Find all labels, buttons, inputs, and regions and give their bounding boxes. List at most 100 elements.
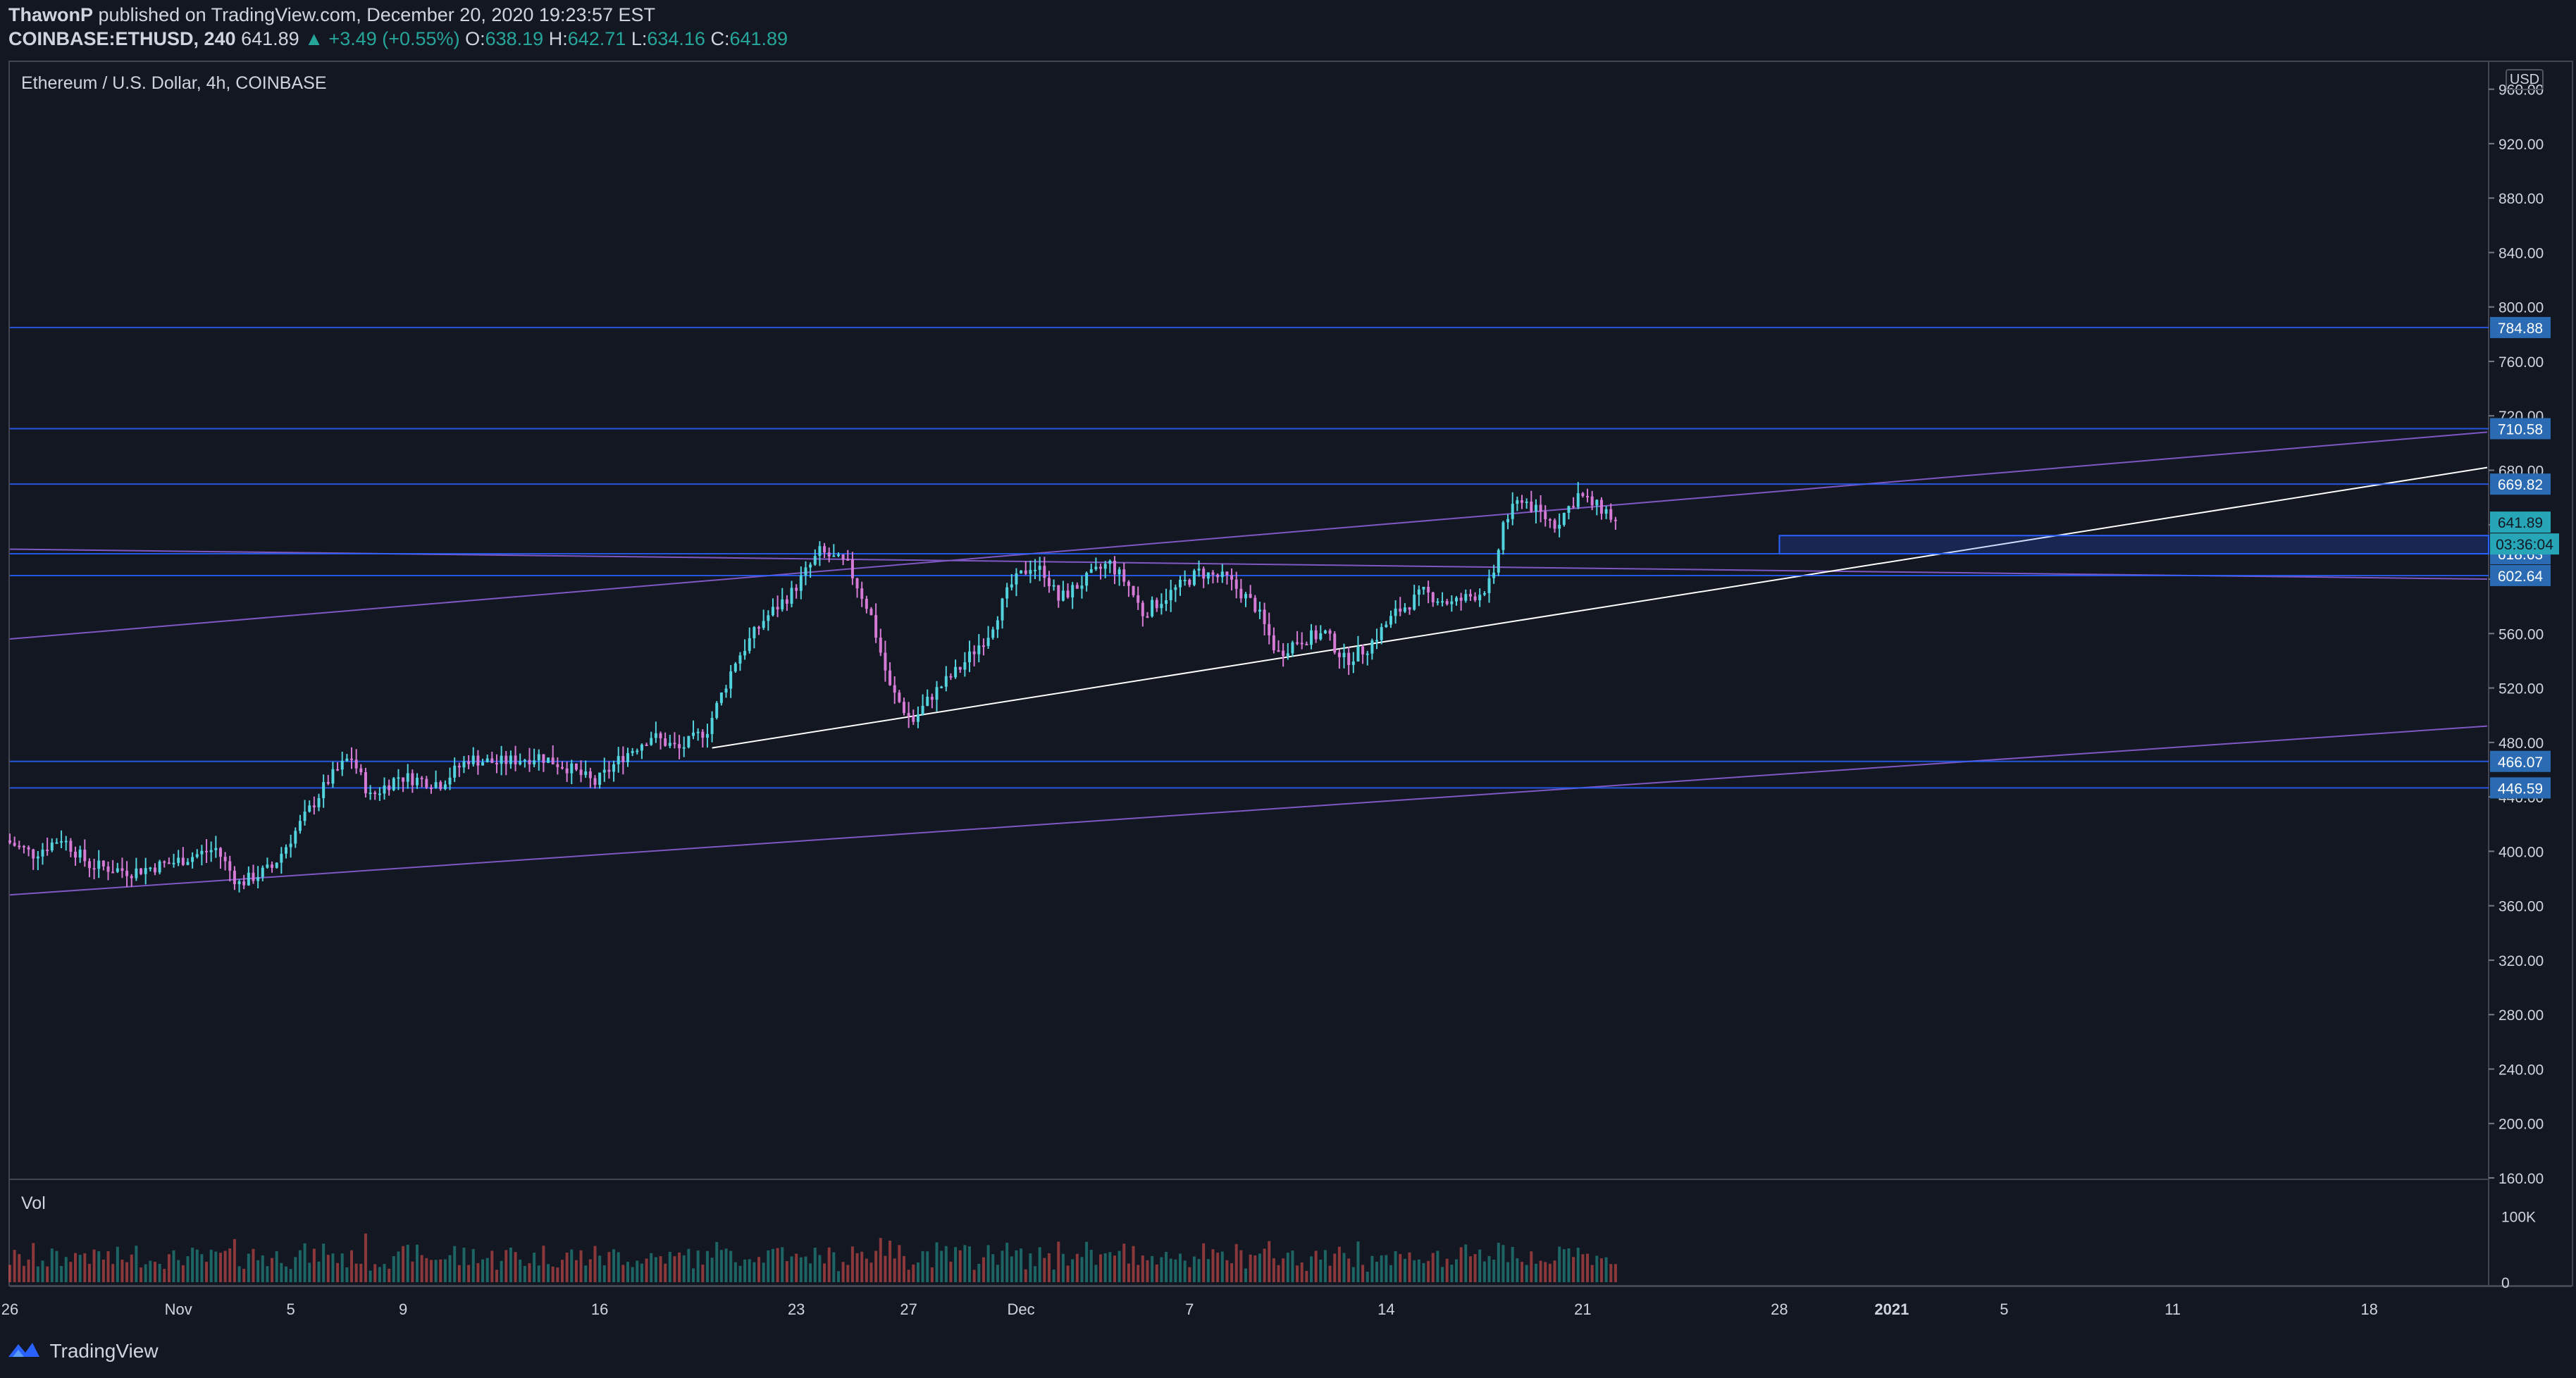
volume-bar	[1455, 1259, 1458, 1282]
level-label: 710.58	[2498, 421, 2543, 437]
y-tick-label: 400.00	[2498, 844, 2544, 860]
candle-body	[1244, 594, 1248, 599]
level-label-bg	[2490, 418, 2551, 440]
x-tick-label: 2021	[1874, 1301, 1909, 1318]
volume-bar	[958, 1250, 962, 1282]
footer-brand[interactable]: TradingView	[49, 1339, 159, 1362]
last-price: 641.89	[241, 28, 299, 49]
volume-bar	[579, 1250, 583, 1282]
volume-bar	[135, 1246, 138, 1282]
volume-bar	[823, 1263, 826, 1282]
volume-bar	[1216, 1253, 1220, 1282]
candle-body	[696, 731, 700, 733]
volume-bar	[223, 1250, 227, 1282]
candle-body	[1094, 566, 1098, 569]
volume-bar	[378, 1267, 381, 1282]
candle-body	[1174, 587, 1177, 590]
x-tick-label: 27	[900, 1301, 917, 1318]
volume-bar	[205, 1262, 209, 1282]
candle-body	[556, 764, 559, 767]
candle-body	[383, 785, 386, 794]
volume-bar	[528, 1263, 531, 1282]
candle-body	[710, 717, 714, 734]
candle-body	[233, 870, 236, 885]
candle-body	[13, 843, 16, 846]
volume-bar	[1576, 1248, 1580, 1282]
candle-body	[1113, 560, 1116, 575]
candle-body	[191, 857, 194, 862]
volume-bar	[654, 1257, 657, 1282]
volume-bar	[617, 1252, 620, 1282]
volume-bar	[481, 1259, 485, 1282]
candle-body	[701, 731, 705, 738]
candle-body	[429, 787, 433, 789]
volume-bar	[158, 1263, 161, 1282]
candle-body	[490, 758, 494, 763]
volume-bar	[209, 1249, 213, 1282]
candle-body	[364, 772, 367, 793]
volume-bar	[1403, 1258, 1406, 1282]
candle-body	[1558, 524, 1561, 529]
candle-body	[1394, 608, 1397, 616]
candle-body	[972, 651, 976, 654]
volume-bar	[439, 1259, 442, 1282]
volume-bar	[1197, 1259, 1201, 1282]
volume-bar	[748, 1259, 751, 1282]
volume-bar	[289, 1269, 292, 1282]
volume-bar	[869, 1262, 873, 1282]
candle-body	[485, 758, 489, 762]
candle-body	[1459, 597, 1463, 601]
volume-bar	[664, 1263, 667, 1282]
candle-body	[664, 738, 667, 746]
volume-bar	[888, 1241, 892, 1282]
candle-body	[818, 546, 822, 557]
candle-body	[617, 756, 620, 764]
candle-body	[167, 862, 171, 864]
candle-body	[1206, 572, 1210, 579]
candle-body	[1230, 575, 1234, 580]
last-price-label-bg	[2490, 511, 2551, 533]
candle-body	[69, 840, 73, 852]
candle-body	[514, 755, 517, 764]
volume-bar	[271, 1258, 274, 1282]
candle-body	[317, 797, 321, 807]
candle-body	[467, 761, 471, 764]
candle-body	[879, 638, 882, 653]
candle-body	[406, 773, 409, 782]
volume-bar	[116, 1246, 119, 1282]
volume-bar	[640, 1263, 643, 1282]
currency-badge[interactable]: USD	[2506, 69, 2544, 90]
candle-body	[509, 755, 512, 764]
candle-body	[1525, 502, 1528, 504]
trend-line-support	[712, 466, 2488, 749]
candle-body	[457, 765, 461, 768]
high-label: H:	[548, 28, 568, 49]
tradingview-logo-icon[interactable]	[7, 1339, 41, 1363]
candle-body	[27, 847, 30, 850]
volume-bar	[710, 1258, 714, 1282]
volume-bar	[813, 1248, 817, 1282]
volume-bar	[275, 1251, 278, 1282]
candle-body	[1595, 499, 1599, 506]
candle-body	[1501, 522, 1505, 550]
candle-body	[22, 845, 25, 848]
author-name[interactable]: ThawonP	[8, 4, 93, 25]
candle-body	[1179, 580, 1182, 588]
x-tick-label: 5	[287, 1301, 295, 1318]
candle-body	[1450, 601, 1454, 604]
candle-body	[453, 765, 457, 778]
volume-bar	[504, 1250, 508, 1282]
candle-body	[1272, 635, 1275, 651]
volume-bar	[1239, 1250, 1243, 1282]
candle-body	[958, 666, 962, 670]
candle-body	[930, 697, 934, 700]
candle-body	[1010, 584, 1013, 588]
candle-body	[87, 861, 91, 869]
level-label-bg	[2490, 564, 2551, 586]
candle-body	[1029, 570, 1032, 574]
volume-bar	[167, 1254, 171, 1282]
candle-body	[1066, 590, 1070, 598]
candle-body	[1183, 580, 1187, 582]
volume-bar	[1366, 1272, 1369, 1282]
